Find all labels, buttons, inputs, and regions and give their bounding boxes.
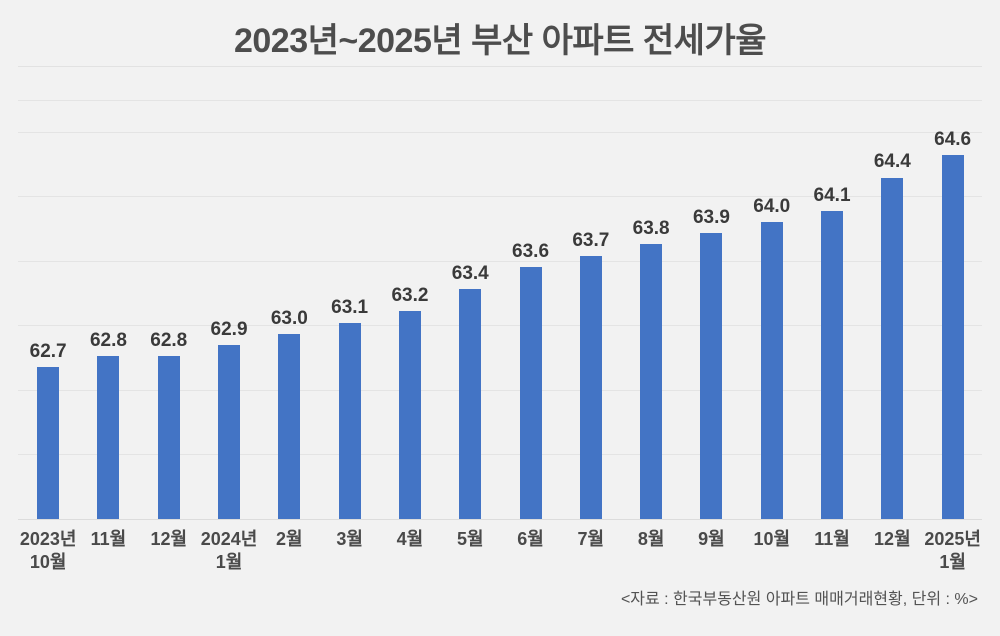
bar-rect (398, 311, 421, 519)
bar-value-label: 63.6 (512, 240, 550, 262)
bar-value-label: 63.2 (391, 285, 429, 307)
x-axis-label: 8월 (637, 529, 665, 549)
x-axis-label: 2025년 1월 (924, 529, 981, 572)
x-axis-label: 9월 (698, 529, 725, 549)
x-axis-label: 11월 (814, 529, 850, 549)
bar-value-label: 62.7 (29, 341, 67, 363)
gridline (18, 100, 982, 101)
bar-rect (278, 333, 301, 519)
bar-rect (821, 210, 844, 519)
bar-value-label: 64.6 (934, 129, 972, 151)
bar[interactable] (561, 255, 621, 519)
source-note: <자료 : 한국부동산원 아파트 매매거래현황, 단위 : %> (620, 591, 978, 608)
bar-value-label: 62.9 (210, 318, 248, 340)
bar-rect (338, 322, 361, 519)
bar-rect (157, 356, 180, 519)
bar[interactable] (923, 155, 983, 519)
title-divider (18, 66, 982, 67)
gridline (18, 196, 982, 197)
bar[interactable] (440, 289, 500, 519)
bar-rect (941, 155, 964, 519)
bar-value-label: 64.0 (753, 196, 791, 218)
bar[interactable] (802, 210, 862, 519)
bar[interactable] (78, 356, 138, 519)
bar-value-label: 63.7 (572, 229, 610, 251)
bar[interactable] (681, 233, 741, 519)
gridline (18, 261, 982, 262)
bar[interactable] (139, 356, 199, 519)
bar[interactable] (501, 266, 561, 519)
bar-value-label: 62.8 (150, 330, 188, 352)
gridline (18, 325, 982, 326)
gridline (18, 454, 982, 455)
bar-value-label: 63.9 (692, 207, 730, 229)
gridline (18, 390, 982, 391)
bar[interactable] (199, 344, 259, 519)
bar-value-label: 62.8 (89, 330, 127, 352)
bar-rect (37, 367, 60, 519)
bar-value-label: 64.1 (813, 184, 851, 206)
x-axis-label: 4월 (396, 529, 424, 549)
x-axis-label: 11월 (90, 529, 127, 549)
bar-value-label: 63.8 (632, 218, 670, 240)
gridline (18, 132, 982, 133)
bar[interactable] (380, 311, 440, 519)
x-axis-label: 6월 (517, 529, 544, 549)
x-axis-label: 2월 (276, 529, 303, 549)
bar[interactable] (621, 244, 681, 519)
x-axis-label: 7월 (577, 529, 605, 549)
bar[interactable] (862, 177, 922, 519)
bar[interactable] (320, 322, 380, 519)
bar[interactable] (259, 333, 319, 519)
bar-rect (760, 222, 783, 519)
bar-rect (459, 289, 482, 519)
bar-value-label: 63.1 (331, 296, 369, 318)
x-axis-label: 2024년 1월 (200, 529, 258, 572)
x-axis-label: 12월 (874, 529, 911, 549)
bar-rect (700, 233, 723, 519)
x-axis-label: 3월 (336, 529, 363, 549)
axis-baseline (18, 519, 982, 520)
x-axis-label: 2023년 10월 (19, 529, 77, 572)
bar-value-label: 63.4 (451, 263, 489, 285)
chart-title: 2023년~2025년 부산 아파트 전세가율 (233, 22, 767, 60)
x-axis-label: 5월 (456, 529, 484, 549)
bar-value-label: 64.4 (873, 151, 911, 173)
bar[interactable] (18, 367, 78, 519)
bar-rect (519, 266, 542, 519)
bar-rect (97, 356, 120, 519)
bar-rect (218, 344, 241, 519)
bar-rect (640, 244, 663, 519)
x-axis-label: 12월 (150, 529, 188, 549)
x-axis-label: 10월 (753, 529, 791, 549)
bar-rect (881, 177, 904, 519)
bar[interactable] (742, 222, 802, 519)
bar-rect (579, 255, 602, 519)
bar-value-label: 63.0 (270, 307, 308, 329)
